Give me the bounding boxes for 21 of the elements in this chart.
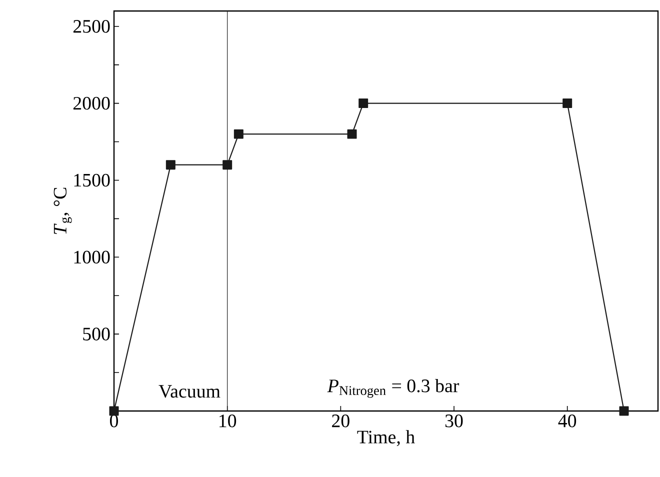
point [358,98,368,108]
x-tick-label: 20 [332,414,350,428]
point [347,129,357,139]
y-axis-title: T$_{g}$, °C [54,188,72,234]
x-tick-label: 30 [445,414,463,428]
point [619,406,629,416]
point [166,160,176,170]
annotation: P$_{Nitrogen}$ = 0.3 bar [327,378,460,398]
point [234,129,244,139]
y-tick-label: 1500 [74,174,110,187]
point [109,406,119,416]
x-axis-title: Time, h [357,430,415,446]
x-tick-label: 40 [558,414,576,428]
x-tick-label: 10 [220,414,236,428]
point [222,160,232,170]
y-tick-label: 2000 [73,96,110,110]
y-tick-label: 500 [83,328,110,340]
annotation: Vacuum [158,385,220,398]
y-tick-label: 1000 [74,250,110,264]
point [562,98,572,108]
y-tick-label: 2500 [73,20,110,33]
